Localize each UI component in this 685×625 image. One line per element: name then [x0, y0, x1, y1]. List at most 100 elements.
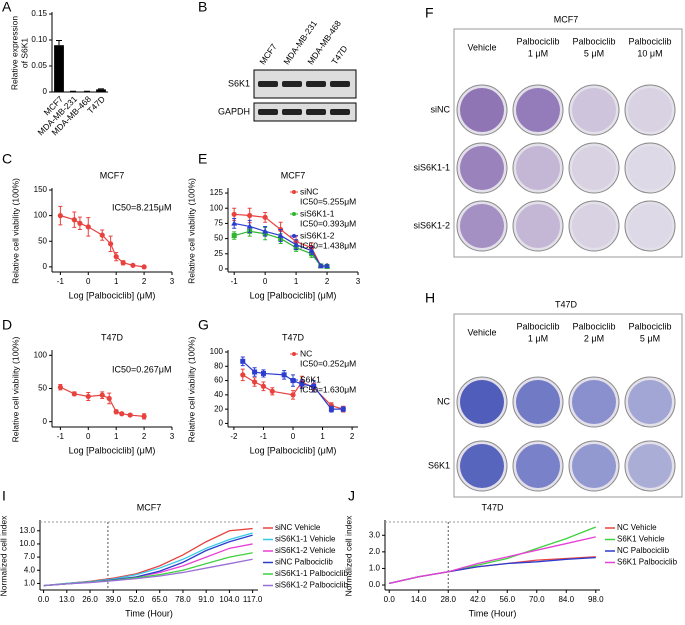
column-header: 5 μM — [584, 48, 604, 58]
point — [141, 264, 147, 270]
annotation: IC50=0.267μM — [112, 364, 171, 374]
y-tick-label: 20 — [214, 404, 223, 413]
plate-stain — [516, 444, 560, 488]
blot-row-label: GAPDH — [218, 106, 250, 116]
band — [282, 81, 302, 87]
x-axis-label: Time (Hour) — [469, 608, 517, 618]
legend-note: IC50=1.630μM — [300, 384, 356, 394]
y-tick-label: 3.0 — [369, 530, 381, 539]
legend-label: siS6K1-1 Vehicle — [275, 535, 336, 544]
plate-stain — [628, 204, 672, 248]
line — [389, 526, 597, 585]
blot-row-label: S6K1 — [228, 78, 250, 88]
annotation: IC50=8.215μM — [112, 202, 171, 212]
y-tick-label: 2.0 — [369, 547, 381, 556]
legend-marker — [292, 234, 296, 238]
point — [99, 392, 105, 398]
legend-label: S6K1 — [300, 374, 321, 384]
y-axis-label: of S6K1 — [19, 38, 29, 69]
error-bar — [56, 40, 62, 46]
band — [258, 109, 278, 115]
x-tick-label: 1 — [114, 432, 119, 441]
x-tick-label: 2 — [325, 277, 330, 286]
plate-stain — [460, 204, 504, 248]
y-tick-label: 100 — [34, 211, 48, 220]
point — [299, 381, 305, 387]
x-tick-label: 14.0 — [411, 595, 427, 604]
panel-letter: C — [2, 151, 12, 167]
band — [330, 81, 350, 87]
panel-letter: D — [2, 317, 12, 333]
point — [77, 220, 83, 226]
y-axis-label: Relative cell viability (100%) — [10, 178, 20, 284]
legend-label: NC — [300, 348, 312, 358]
band — [330, 109, 350, 115]
panel-letter: E — [198, 151, 207, 167]
x-tick-label: 0 — [291, 432, 296, 441]
chart-title: T47D — [481, 502, 504, 512]
y-tick-label: 50 — [38, 236, 47, 245]
y-tick-label: 7.0 — [24, 552, 36, 561]
point — [57, 213, 63, 219]
point — [251, 379, 258, 385]
y-tick-label: 80 — [214, 361, 223, 370]
y-tick-label: 0 — [43, 417, 48, 426]
y-axis-label: Relative cell viability (100%) — [186, 336, 196, 442]
y-tick-label: 10.0 — [19, 539, 35, 548]
y-tick-label: 0 — [219, 419, 224, 428]
x-tick-label: 42.0 — [470, 595, 486, 604]
plate — [624, 440, 676, 492]
point — [71, 217, 77, 223]
row-label: siNC — [431, 104, 451, 114]
y-tick-label: 0.0 — [369, 580, 381, 589]
plate — [624, 84, 676, 136]
column-header: Vehicle — [467, 327, 496, 337]
panel-letter: G — [198, 317, 209, 333]
point — [120, 260, 126, 266]
point — [317, 262, 324, 269]
legend-label: NC Vehicle — [617, 523, 657, 532]
legend-label: S6K1 Palbociclib — [617, 558, 678, 567]
column-header: 2 μM — [584, 333, 604, 343]
panel-frame — [453, 28, 683, 258]
column-header: Vehicle — [467, 42, 496, 52]
column-header: 10 μM — [637, 48, 662, 58]
y-tick-label: 13.0 — [19, 526, 35, 535]
point — [240, 372, 246, 378]
line — [43, 558, 253, 587]
point — [141, 413, 147, 419]
x-tick-label: 3 — [356, 277, 361, 286]
point — [260, 370, 266, 376]
point — [324, 262, 331, 269]
plate-stain — [572, 444, 616, 488]
point — [113, 254, 119, 260]
row-label: NC — [437, 396, 450, 406]
point — [231, 220, 238, 226]
x-tick-label: 13.0 — [59, 595, 75, 604]
panel-title: MCF7 — [554, 14, 579, 24]
bar — [54, 45, 64, 92]
point — [340, 406, 346, 412]
legend-note: IC50=1.438μM — [300, 240, 356, 250]
lane-label: MCF7 — [257, 42, 279, 67]
plate — [568, 200, 620, 252]
x-tick-label: 39.0 — [105, 595, 121, 604]
y-tick-label: 60 — [214, 376, 223, 385]
bar — [82, 91, 92, 92]
plate-stain — [460, 88, 504, 132]
x-tick-label: 78.0 — [175, 595, 191, 604]
panel-letter: A — [2, 0, 12, 15]
chart-title: MCF7 — [100, 170, 125, 180]
point — [281, 372, 287, 378]
band — [282, 109, 302, 115]
point — [127, 412, 133, 418]
x-tick-label: 98.0 — [588, 595, 604, 604]
plate-stain — [628, 380, 672, 424]
x-tick-label: 117.0 — [243, 595, 263, 604]
x-axis-label: Log [Palbociclib] (μM) — [250, 290, 337, 300]
band — [306, 81, 326, 87]
x-tick-label: 0.0 — [38, 595, 50, 604]
y-axis-label: Relative cell viability (100%) — [186, 178, 196, 284]
x-tick-label: 2 — [142, 432, 147, 441]
y-axis-label: Normalized cell index — [343, 515, 353, 597]
